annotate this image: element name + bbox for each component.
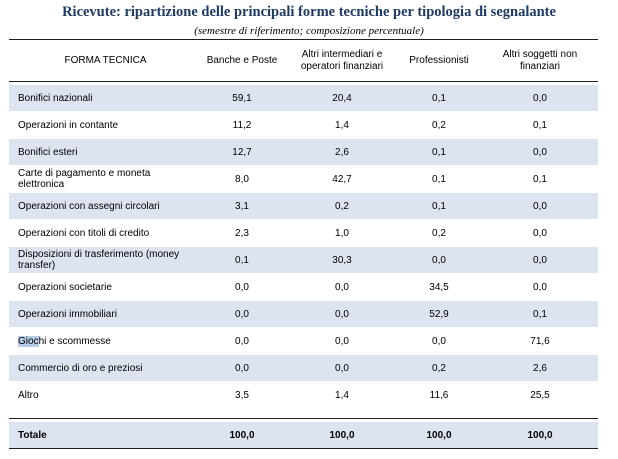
table-row: Operazioni societarie 0,0 0,0 34,5 0,0 — [9, 274, 598, 300]
data-table: FORMA TECNICA Banche e Poste Altri inter… — [9, 39, 598, 449]
cell-altri-soggetti: 0,1 — [533, 173, 547, 185]
cell-banche: 2,3 — [235, 227, 249, 239]
header-altri-soggetti: Altri soggetti non finanziari — [502, 49, 578, 72]
header-altri-intermediari: Altri intermediari e operatori finanziar… — [300, 49, 384, 72]
cell-professionisti: 34,5 — [429, 281, 449, 293]
total-altri-intermediari: 100,0 — [329, 429, 355, 441]
cell-altri-soggetti: 0,0 — [533, 92, 547, 104]
cell-altri-soggetti: 71,6 — [530, 335, 550, 347]
header-banche-poste: Banche e Poste — [206, 55, 278, 66]
table-row: Altro 3,5 1,4 11,6 25,5 — [9, 382, 598, 408]
table-row: Operazioni in contante 11,2 1,4 0,2 0,1 — [9, 112, 598, 138]
cell-banche: 3,1 — [235, 200, 249, 212]
table-row: Operazioni con assegni circolari 3,1 0,2… — [9, 193, 598, 219]
text-selection-highlight: Gioc — [18, 335, 39, 347]
cell-altri-soggetti: 2,6 — [533, 362, 547, 374]
row-label: Bonifici esteri — [18, 146, 78, 158]
cell-altri-intermediari: 1,0 — [335, 227, 349, 239]
header-rule — [9, 81, 598, 82]
row-label: Carte di pagamento e moneta elettronica — [18, 168, 151, 190]
cell-banche: 0,0 — [235, 281, 249, 293]
cell-banche: 8,0 — [235, 173, 249, 185]
table-row: Operazioni immobiliari 0,0 0,0 52,9 0,1 — [9, 301, 598, 327]
table-row: Operazioni con titoli di credito 2,3 1,0… — [9, 220, 598, 246]
cell-altri-soggetti: 0,1 — [533, 119, 547, 131]
cell-altri-intermediari: 2,6 — [335, 146, 349, 158]
cell-altri-soggetti: 25,5 — [530, 389, 550, 401]
row-label-rest: hi e scommesse — [38, 335, 111, 347]
total-rule — [9, 418, 598, 419]
row-label: Altro — [18, 389, 39, 401]
row-label: Operazioni societarie — [18, 281, 112, 293]
cell-banche: 0,0 — [235, 308, 249, 320]
cell-altri-intermediari: 0,0 — [335, 308, 349, 320]
total-altri-soggetti: 100,0 — [527, 429, 553, 441]
cell-professionisti: 0,1 — [432, 200, 446, 212]
cell-professionisti: 0,0 — [432, 335, 446, 347]
table-row: Carte di pagamento e moneta elettronica … — [9, 166, 598, 192]
total-label: Totale — [18, 429, 47, 441]
top-rule — [9, 39, 598, 40]
cell-professionisti: 0,1 — [432, 92, 446, 104]
cell-altri-intermediari: 42,7 — [332, 173, 352, 185]
row-label: Operazioni con titoli di credito — [18, 227, 150, 239]
cell-professionisti: 0,0 — [432, 254, 446, 266]
cell-altri-soggetti: 0,0 — [533, 281, 547, 293]
cell-banche: 12,7 — [232, 146, 252, 158]
row-label: Operazioni immobiliari — [18, 308, 117, 320]
cell-altri-intermediari: 1,4 — [335, 389, 349, 401]
cell-professionisti: 0,1 — [432, 146, 446, 158]
row-label: Operazioni con assegni circolari — [18, 200, 160, 212]
cell-banche: 3,5 — [235, 389, 249, 401]
cell-altri-soggetti: 0,0 — [533, 254, 547, 266]
cell-banche: 0,0 — [235, 335, 249, 347]
cell-altri-intermediari: 0,2 — [335, 200, 349, 212]
row-label: Operazioni in contante — [18, 119, 119, 131]
table-row: Disposizioni di trasferimento (money tra… — [9, 247, 598, 273]
cell-altri-soggetti: 0,0 — [533, 146, 547, 158]
row-label: Disposizioni di trasferimento (money tra… — [18, 249, 180, 271]
cell-altri-intermediari: 1,4 — [335, 119, 349, 131]
table-row: Bonifici nazionali 59,1 20,4 0,1 0,0 — [9, 85, 598, 111]
cell-professionisti: 0,1 — [432, 173, 446, 185]
total-professionisti: 100,0 — [426, 429, 452, 441]
table-subtitle: (semestre di riferimento; composizione p… — [194, 25, 424, 37]
cell-altri-soggetti: 0,1 — [533, 308, 547, 320]
table-row: Commercio di oro e preziosi 0,0 0,0 0,2 … — [9, 355, 598, 381]
cell-altri-intermediari: 0,0 — [335, 362, 349, 374]
cell-altri-intermediari: 0,0 — [335, 281, 349, 293]
header-professionisti: Professionisti — [409, 55, 469, 66]
total-banche: 100,0 — [229, 429, 255, 441]
cell-professionisti: 0,2 — [432, 119, 446, 131]
cell-banche: 0,1 — [235, 254, 249, 266]
cell-altri-soggetti: 0,0 — [533, 227, 547, 239]
cell-professionisti: 0,2 — [432, 362, 446, 374]
table-title: Ricevute: ripartizione delle principali … — [62, 4, 556, 20]
total-row: Totale 100,0 100,0 100,0 100,0 — [9, 422, 598, 448]
cell-altri-soggetti: 0,0 — [533, 200, 547, 212]
cell-banche: 59,1 — [232, 92, 252, 104]
row-label: Commercio di oro e preziosi — [18, 362, 143, 374]
header-forma-tecnica: FORMA TECNICA — [64, 55, 147, 66]
row-label: Gioc hi e scommesse — [18, 328, 193, 354]
cell-banche: 11,2 — [232, 119, 252, 131]
table-row: Bonifici esteri 12,7 2,6 0,1 0,0 — [9, 139, 598, 165]
cell-professionisti: 52,9 — [429, 308, 449, 320]
cell-altri-intermediari: 0,0 — [335, 335, 349, 347]
cell-altri-intermediari: 20,4 — [332, 92, 352, 104]
cell-banche: 0,0 — [235, 362, 249, 374]
cell-altri-intermediari: 30,3 — [332, 254, 352, 266]
bottom-rule — [9, 448, 598, 449]
row-label: Bonifici nazionali — [18, 92, 93, 104]
table-row: Gioc hi e scommesse 0,0 0,0 0,0 71,6 — [9, 328, 598, 354]
cell-professionisti: 11,6 — [429, 389, 449, 401]
cell-professionisti: 0,2 — [432, 227, 446, 239]
